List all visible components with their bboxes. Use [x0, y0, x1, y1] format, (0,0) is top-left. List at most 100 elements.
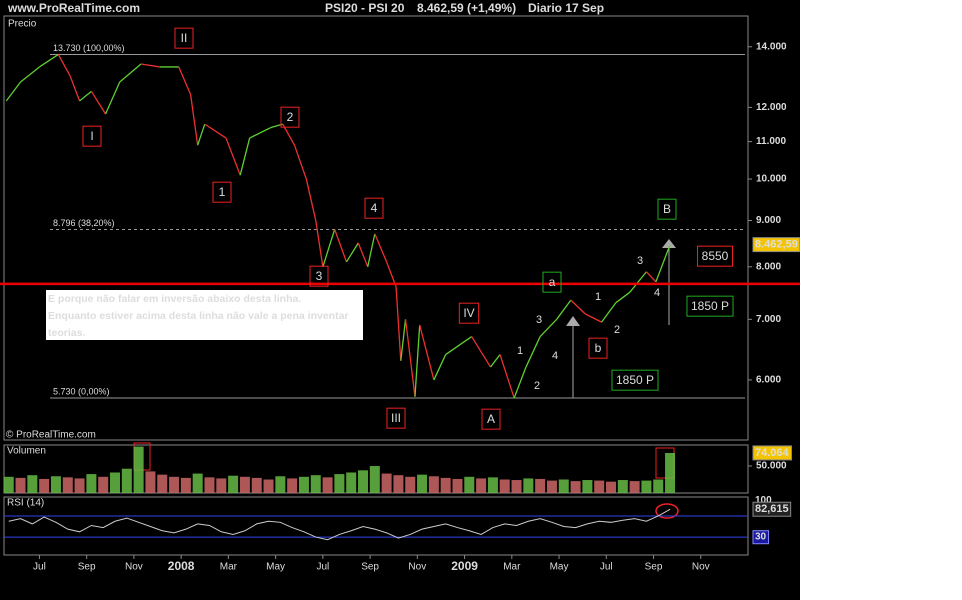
- price-segment: [239, 137, 251, 176]
- price-segment: [197, 123, 206, 146]
- wave-label: 4: [552, 350, 558, 362]
- price-segment: [374, 233, 388, 263]
- price-segment: [414, 324, 421, 397]
- volume-bar: [27, 475, 38, 493]
- volume-bar: [74, 478, 85, 493]
- price-segment: [90, 90, 107, 115]
- volume-bar: [523, 478, 534, 493]
- price-segment: [367, 233, 376, 267]
- x-tick-label: Sep: [645, 562, 663, 573]
- price-segment: [601, 302, 617, 323]
- price-segment: [334, 229, 348, 263]
- y-tick-label: 30: [755, 532, 767, 543]
- panel-title: Volumen: [7, 446, 46, 457]
- price-segment: [305, 178, 317, 221]
- volume-bar: [334, 474, 345, 493]
- annotation-box: [588, 337, 608, 359]
- price-segment: [471, 336, 492, 368]
- volume-bar: [204, 477, 215, 493]
- volume-bar: [298, 476, 309, 493]
- y-tick-label: 12.000: [756, 102, 787, 113]
- price-frame: [3, 15, 749, 441]
- rsi-line: [8, 508, 671, 541]
- annotation-box: [458, 302, 480, 324]
- note-box: [46, 290, 363, 340]
- fib-level-label: 5.730 (0,00%): [53, 386, 110, 396]
- volume-bar: [535, 478, 546, 493]
- price-segment: [104, 81, 121, 115]
- price-segment: [204, 123, 227, 139]
- annotation-box: [82, 125, 102, 147]
- volume-bar: [3, 476, 14, 493]
- panel-title: RSI (14): [7, 498, 44, 509]
- volume-bar: [570, 481, 581, 493]
- x-tick-label: Sep: [361, 562, 379, 573]
- last-value-box: [752, 445, 793, 461]
- price-segment: [404, 319, 416, 397]
- volume-bar: [251, 477, 262, 493]
- volume-bar: [417, 474, 428, 493]
- wave-annotation: 2: [287, 110, 294, 124]
- volume-bar: [464, 476, 475, 493]
- volume-bar: [452, 478, 463, 493]
- price-segment: [539, 318, 558, 337]
- price-segment: [5, 81, 22, 102]
- note-line: E porque não falar em inversão abaixo de…: [48, 293, 301, 305]
- wave-annotation: A: [487, 412, 495, 426]
- quote: 8.462,59 (+1,49%): [417, 1, 516, 15]
- price-segment: [345, 242, 359, 263]
- volume-bar: [180, 477, 191, 493]
- annotation-box: [364, 197, 384, 219]
- panel-title: Precio: [8, 19, 37, 30]
- price-segment: [39, 53, 59, 68]
- volume-bar: [39, 478, 50, 493]
- annotation-box: [696, 245, 734, 267]
- instrument: PSI20 - PSI 20: [325, 1, 405, 15]
- copyright: © ProRealTime.com: [6, 430, 96, 441]
- annotation-box: [657, 198, 677, 220]
- volume-bar: [287, 478, 298, 493]
- price-segment: [615, 291, 631, 304]
- x-tick-label: Mar: [503, 562, 521, 573]
- wave-label: 2: [614, 324, 620, 336]
- price-segment: [525, 336, 541, 368]
- x-tick-label: Jul: [33, 562, 46, 573]
- price-segment: [225, 137, 241, 176]
- volume-bar: [346, 472, 357, 493]
- volume-bar: [145, 471, 156, 493]
- volume-bar: [169, 476, 180, 493]
- volume-bar: [428, 476, 439, 493]
- last-value-label: 8.462,59: [755, 239, 798, 251]
- volume-bar: [653, 479, 664, 493]
- wave-annotation: 8550: [702, 249, 729, 263]
- highlight-circle: [655, 503, 679, 519]
- annotation-box: [212, 181, 232, 203]
- last-value-box: [752, 237, 800, 253]
- volume-bar: [15, 477, 26, 493]
- volume-bar: [405, 476, 416, 493]
- price-segment: [79, 90, 92, 102]
- wave-annotation: I: [90, 129, 93, 143]
- volume-bar: [62, 477, 73, 493]
- y-tick-label: 8.000: [756, 261, 781, 272]
- volume-bar: [322, 477, 333, 493]
- volume-bar: [617, 480, 628, 493]
- volume-bar: [121, 468, 132, 493]
- wave-annotation: III: [391, 411, 401, 425]
- price-segment: [513, 366, 527, 399]
- volume-bar: [369, 466, 380, 493]
- price-segment: [315, 220, 324, 267]
- volume-bar: [546, 480, 557, 493]
- volume-bar: [50, 476, 61, 493]
- volume-bar: [558, 479, 569, 493]
- annotation-box: [481, 408, 501, 430]
- volume-bar: [381, 473, 392, 493]
- x-tick-label: Nov: [125, 562, 143, 573]
- price-segment: [400, 319, 407, 361]
- y-tick-label: 100: [755, 495, 772, 506]
- y-tick-label: 9.000: [756, 215, 781, 226]
- annotation-box: [611, 369, 659, 391]
- price-segment: [322, 229, 336, 268]
- price-segment: [119, 63, 142, 83]
